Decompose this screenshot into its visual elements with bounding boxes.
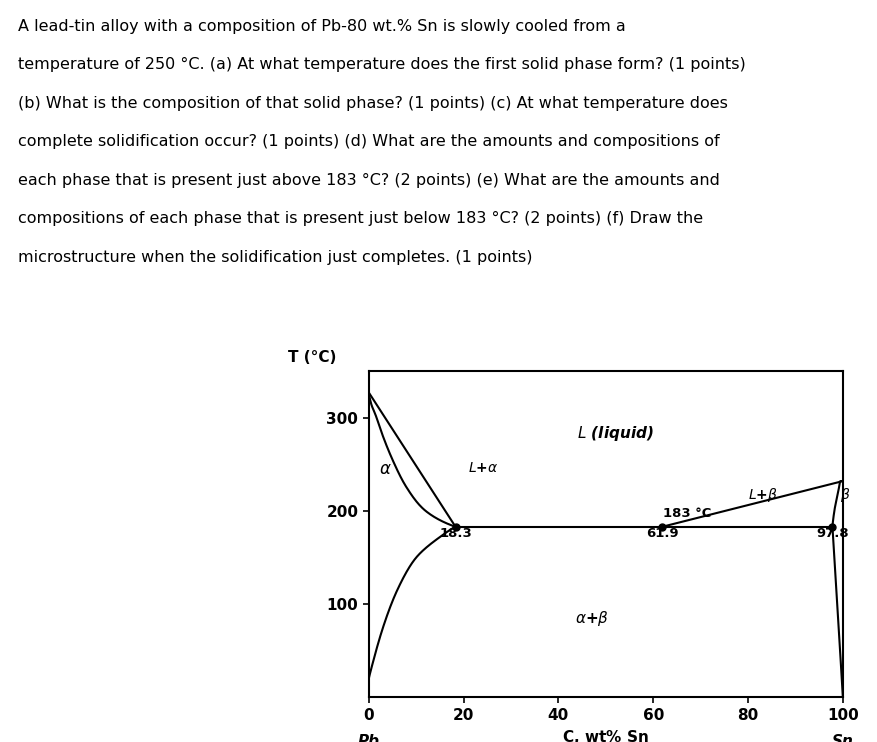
Text: T (°C): T (°C)	[288, 349, 336, 364]
Text: A lead-tin alloy with a composition of Pb-80 wt.% Sn is slowly cooled from a: A lead-tin alloy with a composition of P…	[18, 19, 624, 33]
Text: 183 °C: 183 °C	[662, 507, 710, 519]
Text: $\mathit{L}$+$\beta$: $\mathit{L}$+$\beta$	[747, 486, 777, 504]
X-axis label: $\mathbf{C}$, wt% Sn: $\mathbf{C}$, wt% Sn	[562, 729, 648, 742]
Text: (b) What is the composition of that solid phase? (1 points) (c) At what temperat: (b) What is the composition of that soli…	[18, 96, 727, 111]
Text: each phase that is present just above 183 °C? (2 points) (e) What are the amount: each phase that is present just above 18…	[18, 173, 718, 188]
Text: temperature of 250 °C. (a) At what temperature does the first solid phase form? : temperature of 250 °C. (a) At what tempe…	[18, 57, 745, 72]
Text: Pb: Pb	[357, 734, 380, 742]
Text: 61.9: 61.9	[645, 527, 678, 540]
Text: $\alpha$+$\beta$: $\alpha$+$\beta$	[574, 609, 608, 628]
Text: Sn: Sn	[831, 734, 852, 742]
Text: microstructure when the solidification just completes. (1 points): microstructure when the solidification j…	[18, 250, 531, 265]
Text: compositions of each phase that is present just below 183 °C? (2 points) (f) Dra: compositions of each phase that is prese…	[18, 211, 702, 226]
Text: $\beta$: $\beta$	[838, 486, 849, 504]
Text: $\alpha$: $\alpha$	[379, 459, 391, 478]
Text: 97.8: 97.8	[816, 527, 848, 540]
Text: complete solidification occur? (1 points) (d) What are the amounts and compositi: complete solidification occur? (1 points…	[18, 134, 718, 149]
Text: 18.3: 18.3	[438, 527, 471, 540]
Text: $\mathit{L}$ (liquid): $\mathit{L}$ (liquid)	[576, 424, 652, 443]
Text: $\mathit{L}$+$\alpha$: $\mathit{L}$+$\alpha$	[467, 461, 498, 475]
